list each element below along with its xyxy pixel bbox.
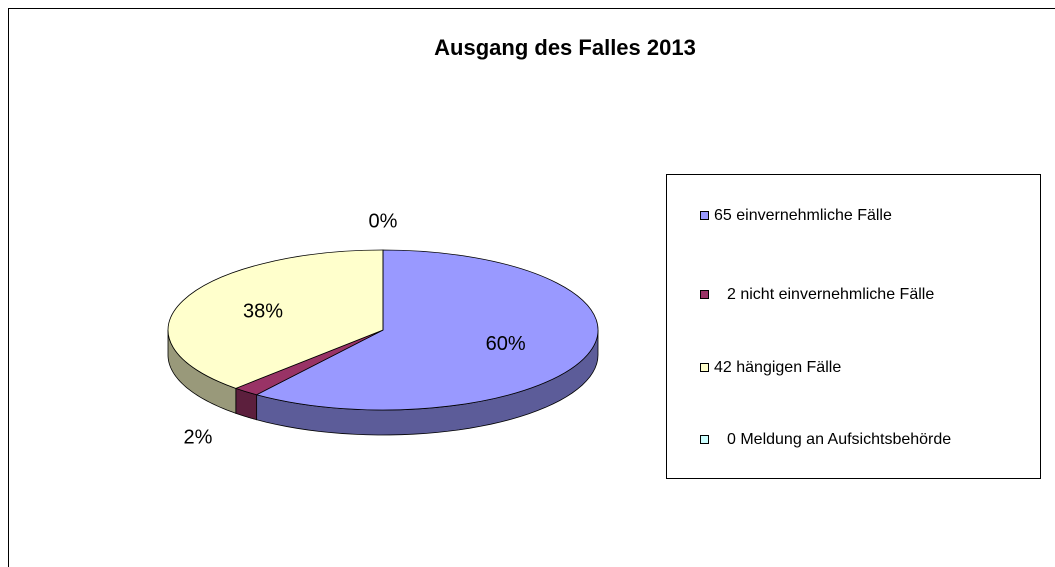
legend-label: 2 nicht einvernehmliche Fälle: [727, 286, 934, 303]
legend-box: [666, 174, 1041, 479]
legend-swatch: [700, 290, 709, 299]
legend-swatch: [700, 211, 709, 220]
data-label: 2%: [184, 426, 213, 448]
legend-label: 42 hängigen Fälle: [714, 359, 841, 376]
data-label: 0%: [369, 210, 398, 232]
data-label: 38%: [243, 301, 283, 323]
legend-label: 0 Meldung an Aufsichtsbehörde: [727, 431, 951, 448]
pie: [167, 249, 599, 436]
data-label: 60%: [486, 333, 526, 355]
legend-swatch: [700, 363, 709, 372]
slice: [255, 249, 599, 411]
legend-swatch: [700, 435, 709, 444]
chart-title: Ausgang des Falles 2013: [434, 35, 696, 60]
legend-label: 65 einvernehmliche Fälle: [714, 207, 892, 224]
slice: [167, 249, 384, 389]
